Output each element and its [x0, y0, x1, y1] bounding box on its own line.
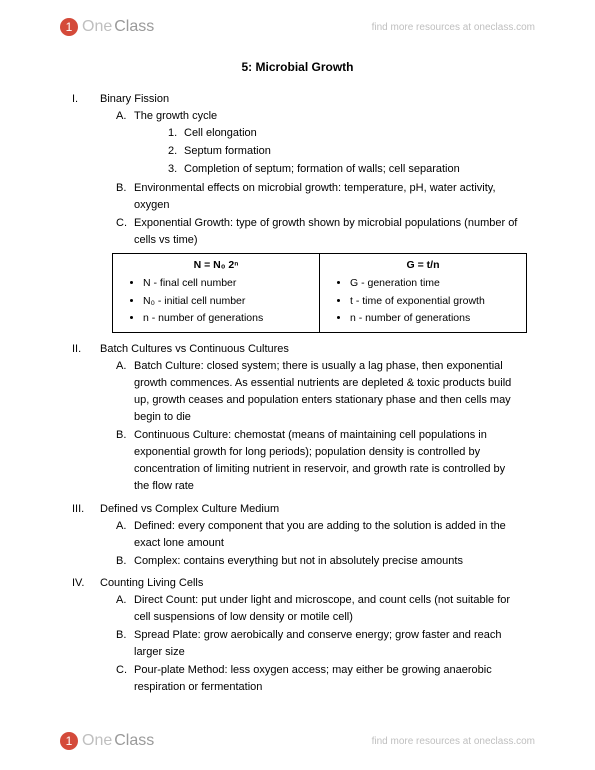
page-header: 1 OneClass find more resources at onecla… [0, 0, 595, 48]
formula-bullet: N₀ - initial cell number [143, 293, 311, 309]
alpha-item: B.Environmental effects on microbial gro… [116, 180, 523, 214]
alpha-item: B.Spread Plate: grow aerobically and con… [116, 627, 523, 661]
alpha-text: Direct Count: put under light and micros… [134, 592, 523, 626]
alpha-label: A. [116, 518, 134, 535]
section-body: Binary FissionA.The growth cycle1.Cell e… [100, 91, 523, 337]
section: I.Binary FissionA.The growth cycle1.Cell… [72, 91, 523, 337]
alpha-label: C. [116, 215, 134, 232]
alpha-text: Complex: contains everything but not in … [134, 553, 523, 570]
num-item: 1.Cell elongation [168, 125, 523, 142]
formula-bullet: n - number of generations [143, 310, 311, 326]
num-label: 1. [168, 125, 184, 142]
alpha-text: Environmental effects on microbial growt… [134, 180, 523, 214]
roman-numeral: IV. [72, 575, 100, 592]
find-more-link-top[interactable]: find more resources at oneclass.com [372, 22, 535, 33]
alpha-item: C.Pour-plate Method: less oxygen access;… [116, 662, 523, 696]
alpha-item: B.Continuous Culture: chemostat (means o… [116, 427, 523, 495]
alpha-text: Pour-plate Method: less oxygen access; m… [134, 662, 523, 696]
alpha-text: Continuous Culture: chemostat (means of … [134, 427, 523, 495]
formula-bullet: n - number of generations [350, 310, 518, 326]
alpha-item: C.Exponential Growth: type of growth sho… [116, 215, 523, 249]
alpha-text: The growth cycle1.Cell elongation2.Septu… [134, 108, 523, 179]
formula-bullet: N - final cell number [143, 275, 311, 291]
num-label: 2. [168, 143, 184, 160]
alpha-text: Batch Culture: closed system; there is u… [134, 358, 523, 426]
num-text: Completion of septum; formation of walls… [184, 161, 523, 178]
brand-text-dark: Class [114, 18, 154, 36]
page-title: 5: Microbial Growth [72, 58, 523, 77]
alpha-label: B. [116, 180, 134, 197]
alpha-item: B.Complex: contains everything but not i… [116, 553, 523, 570]
section-heading: Binary Fission [100, 91, 523, 108]
roman-numeral: II. [72, 341, 100, 358]
alpha-label: C. [116, 662, 134, 679]
alpha-text: Defined: every component that you are ad… [134, 518, 523, 552]
alpha-list: A.Defined: every component that you are … [100, 518, 523, 570]
num-item: 2.Septum formation [168, 143, 523, 160]
formula-table: N = N₀ 2ⁿ N - final cell number N₀ - initi… [112, 253, 527, 333]
alpha-label: B. [116, 627, 134, 644]
brand-text-dark: Class [114, 732, 154, 750]
find-more-link-bottom[interactable]: find more resources at oneclass.com [372, 736, 535, 747]
alpha-text: Spread Plate: grow aerobically and conse… [134, 627, 523, 661]
alpha-label: A. [116, 592, 134, 609]
section-heading: Batch Cultures vs Continuous Cultures [100, 341, 523, 358]
section: III.Defined vs Complex Culture MediumA.D… [72, 501, 523, 571]
alpha-label: B. [116, 553, 134, 570]
alpha-list: A.Batch Culture: closed system; there is… [100, 358, 523, 495]
formula-cell: G = t/n G - generation time t - time of ex… [320, 254, 527, 333]
alpha-label: A. [116, 358, 134, 375]
alpha-text: Exponential Growth: type of growth shown… [134, 215, 523, 249]
section-body: Defined vs Complex Culture MediumA.Defin… [100, 501, 523, 571]
section: II.Batch Cultures vs Continuous Cultures… [72, 341, 523, 496]
formula-cell: N = N₀ 2ⁿ N - final cell number N₀ - initi… [113, 254, 320, 333]
alpha-item: A.The growth cycle1.Cell elongation2.Sep… [116, 108, 523, 179]
roman-numeral: I. [72, 91, 100, 108]
brand-text-light: One [82, 18, 112, 36]
num-label: 3. [168, 161, 184, 178]
outline-list: I.Binary FissionA.The growth cycle1.Cell… [72, 91, 523, 697]
brand-logo-footer: 1 OneClass [60, 732, 154, 750]
num-item: 3.Completion of septum; formation of wal… [168, 161, 523, 178]
alpha-list: A.Direct Count: put under light and micr… [100, 592, 523, 696]
alpha-item: A.Batch Culture: closed system; there is… [116, 358, 523, 426]
alpha-item: A.Direct Count: put under light and micr… [116, 592, 523, 626]
alpha-label: A. [116, 108, 134, 125]
formula-bullets: G - generation time t - time of exponenti… [328, 275, 518, 326]
alpha-list: A.The growth cycle1.Cell elongation2.Sep… [100, 108, 523, 249]
document-body: 5: Microbial Growth I.Binary FissionA.Th… [0, 58, 595, 697]
section-heading: Defined vs Complex Culture Medium [100, 501, 523, 518]
formula-bullet: G - generation time [350, 275, 518, 291]
alpha-item: A.Defined: every component that you are … [116, 518, 523, 552]
num-text: Cell elongation [184, 125, 523, 142]
section-body: Counting Living CellsA.Direct Count: put… [100, 575, 523, 697]
brand-icon: 1 [60, 732, 78, 750]
num-list: 1.Cell elongation2.Septum formation3.Com… [134, 125, 523, 178]
formula-header: G = t/n [328, 257, 518, 273]
section-body: Batch Cultures vs Continuous CulturesA.B… [100, 341, 523, 496]
formula-bullets: N - final cell number N₀ - initial cell n… [121, 275, 311, 326]
formula-bullet: t - time of exponential growth [350, 293, 518, 309]
page-footer: 1 OneClass find more resources at onecla… [0, 724, 595, 758]
roman-numeral: III. [72, 501, 100, 518]
alpha-label: B. [116, 427, 134, 444]
section: IV.Counting Living CellsA.Direct Count: … [72, 575, 523, 697]
num-text: Septum formation [184, 143, 523, 160]
brand-logo: 1 OneClass [60, 18, 154, 36]
brand-icon: 1 [60, 18, 78, 36]
formula-header: N = N₀ 2ⁿ [121, 257, 311, 273]
section-heading: Counting Living Cells [100, 575, 523, 592]
brand-text-light: One [82, 732, 112, 750]
